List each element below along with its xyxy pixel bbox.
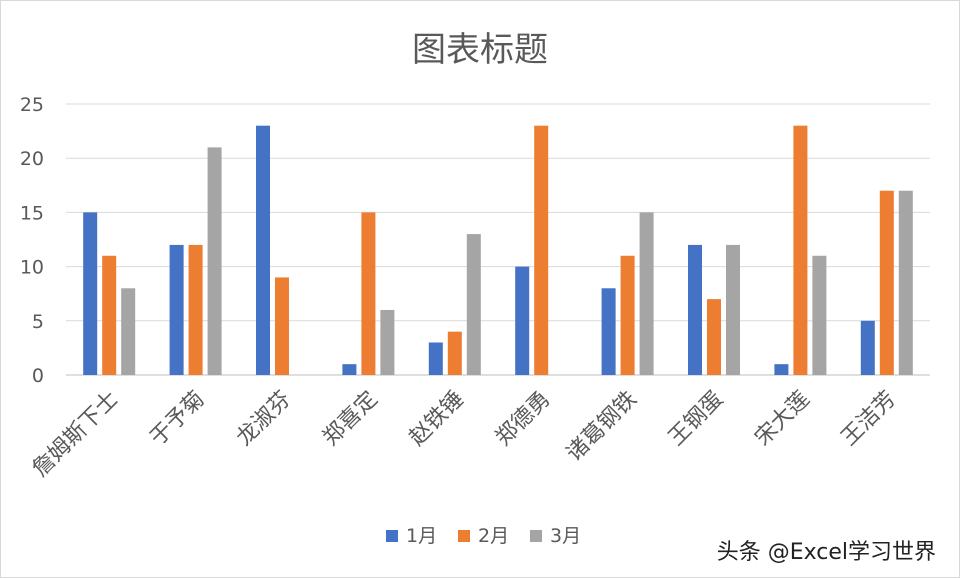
bar-3月-王洁芳 xyxy=(898,190,913,375)
legend-swatch xyxy=(458,530,470,542)
bar-1月-宋大莲 xyxy=(774,364,789,375)
y-tick-label: 25 xyxy=(20,94,44,116)
x-tick-label: 郑喜定 xyxy=(318,387,382,451)
bar-1月-郑德勇 xyxy=(515,266,530,375)
x-tick-label: 王洁芳 xyxy=(837,387,901,451)
x-tick-label: 宋大莲 xyxy=(750,387,814,451)
x-tick-label: 诸葛钢铁 xyxy=(562,387,642,467)
y-tick-label: 15 xyxy=(20,202,44,224)
legend-swatch xyxy=(530,530,542,542)
bar-1月-詹姆斯下士 xyxy=(83,212,98,375)
bar-1月-王洁芳 xyxy=(860,320,875,375)
y-tick-label: 5 xyxy=(32,311,44,333)
bar-1月-龙淑芬 xyxy=(256,125,270,376)
bar-1月-郑喜定 xyxy=(342,364,357,375)
x-tick-label: 詹姆斯下士 xyxy=(28,387,123,482)
bar-2月-诸葛钢铁 xyxy=(620,255,635,375)
bar-2月-王洁芳 xyxy=(879,190,894,375)
legend: 1月 2月 3月 xyxy=(386,525,581,547)
bar-1月-于予菊 xyxy=(169,244,184,375)
y-tick-label: 0 xyxy=(32,365,44,387)
bar-1月-王钢蛋 xyxy=(688,244,702,375)
watermark: 头条 @Excel学习世界 xyxy=(710,532,942,568)
bar-2月-宋大莲 xyxy=(793,125,808,376)
bars xyxy=(83,125,913,376)
legend-swatch xyxy=(386,530,398,542)
bar-3月-王钢蛋 xyxy=(726,244,740,375)
x-axis-ticks: 詹姆斯下士 于予菊 龙淑芬 郑喜定 赵铁锤 郑德勇 诸葛钢铁 王钢蛋 宋大莲 王洁芳 xyxy=(28,387,901,482)
bar-3月-詹姆斯下士 xyxy=(121,288,136,375)
bar-2月-于予菊 xyxy=(188,244,203,375)
y-axis-ticks: 0 5 10 15 20 25 xyxy=(20,94,44,387)
y-tick-label: 20 xyxy=(20,148,44,170)
bar-3月-宋大莲 xyxy=(812,255,827,375)
chart-title: 图表标题 xyxy=(412,30,548,70)
legend-label: 2月 xyxy=(478,525,509,547)
legend-label: 1月 xyxy=(406,525,437,547)
bar-2月-詹姆斯下士 xyxy=(102,255,117,375)
bar-3月-诸葛钢铁 xyxy=(639,212,654,375)
bar-2月-赵铁锤 xyxy=(447,331,462,375)
legend-label: 3月 xyxy=(550,525,581,547)
x-tick-label: 郑德勇 xyxy=(491,387,555,451)
bar-2月-郑喜定 xyxy=(361,212,376,375)
bar-1月-诸葛钢铁 xyxy=(601,288,616,375)
x-tick-label: 于予菊 xyxy=(145,387,209,451)
x-tick-label: 王钢蛋 xyxy=(664,387,728,451)
bar-3月-于予菊 xyxy=(207,147,222,375)
bar-2月-龙淑芬 xyxy=(275,277,289,375)
bar-3月-郑喜定 xyxy=(380,309,395,375)
x-tick-label: 赵铁锤 xyxy=(405,387,469,451)
bar-2月-王钢蛋 xyxy=(707,299,721,375)
bar-3月-赵铁锤 xyxy=(466,234,481,375)
y-tick-label: 10 xyxy=(20,257,44,279)
bar-2月-郑德勇 xyxy=(534,125,549,376)
x-tick-label: 龙淑芬 xyxy=(232,387,296,451)
bar-1月-赵铁锤 xyxy=(428,342,443,375)
